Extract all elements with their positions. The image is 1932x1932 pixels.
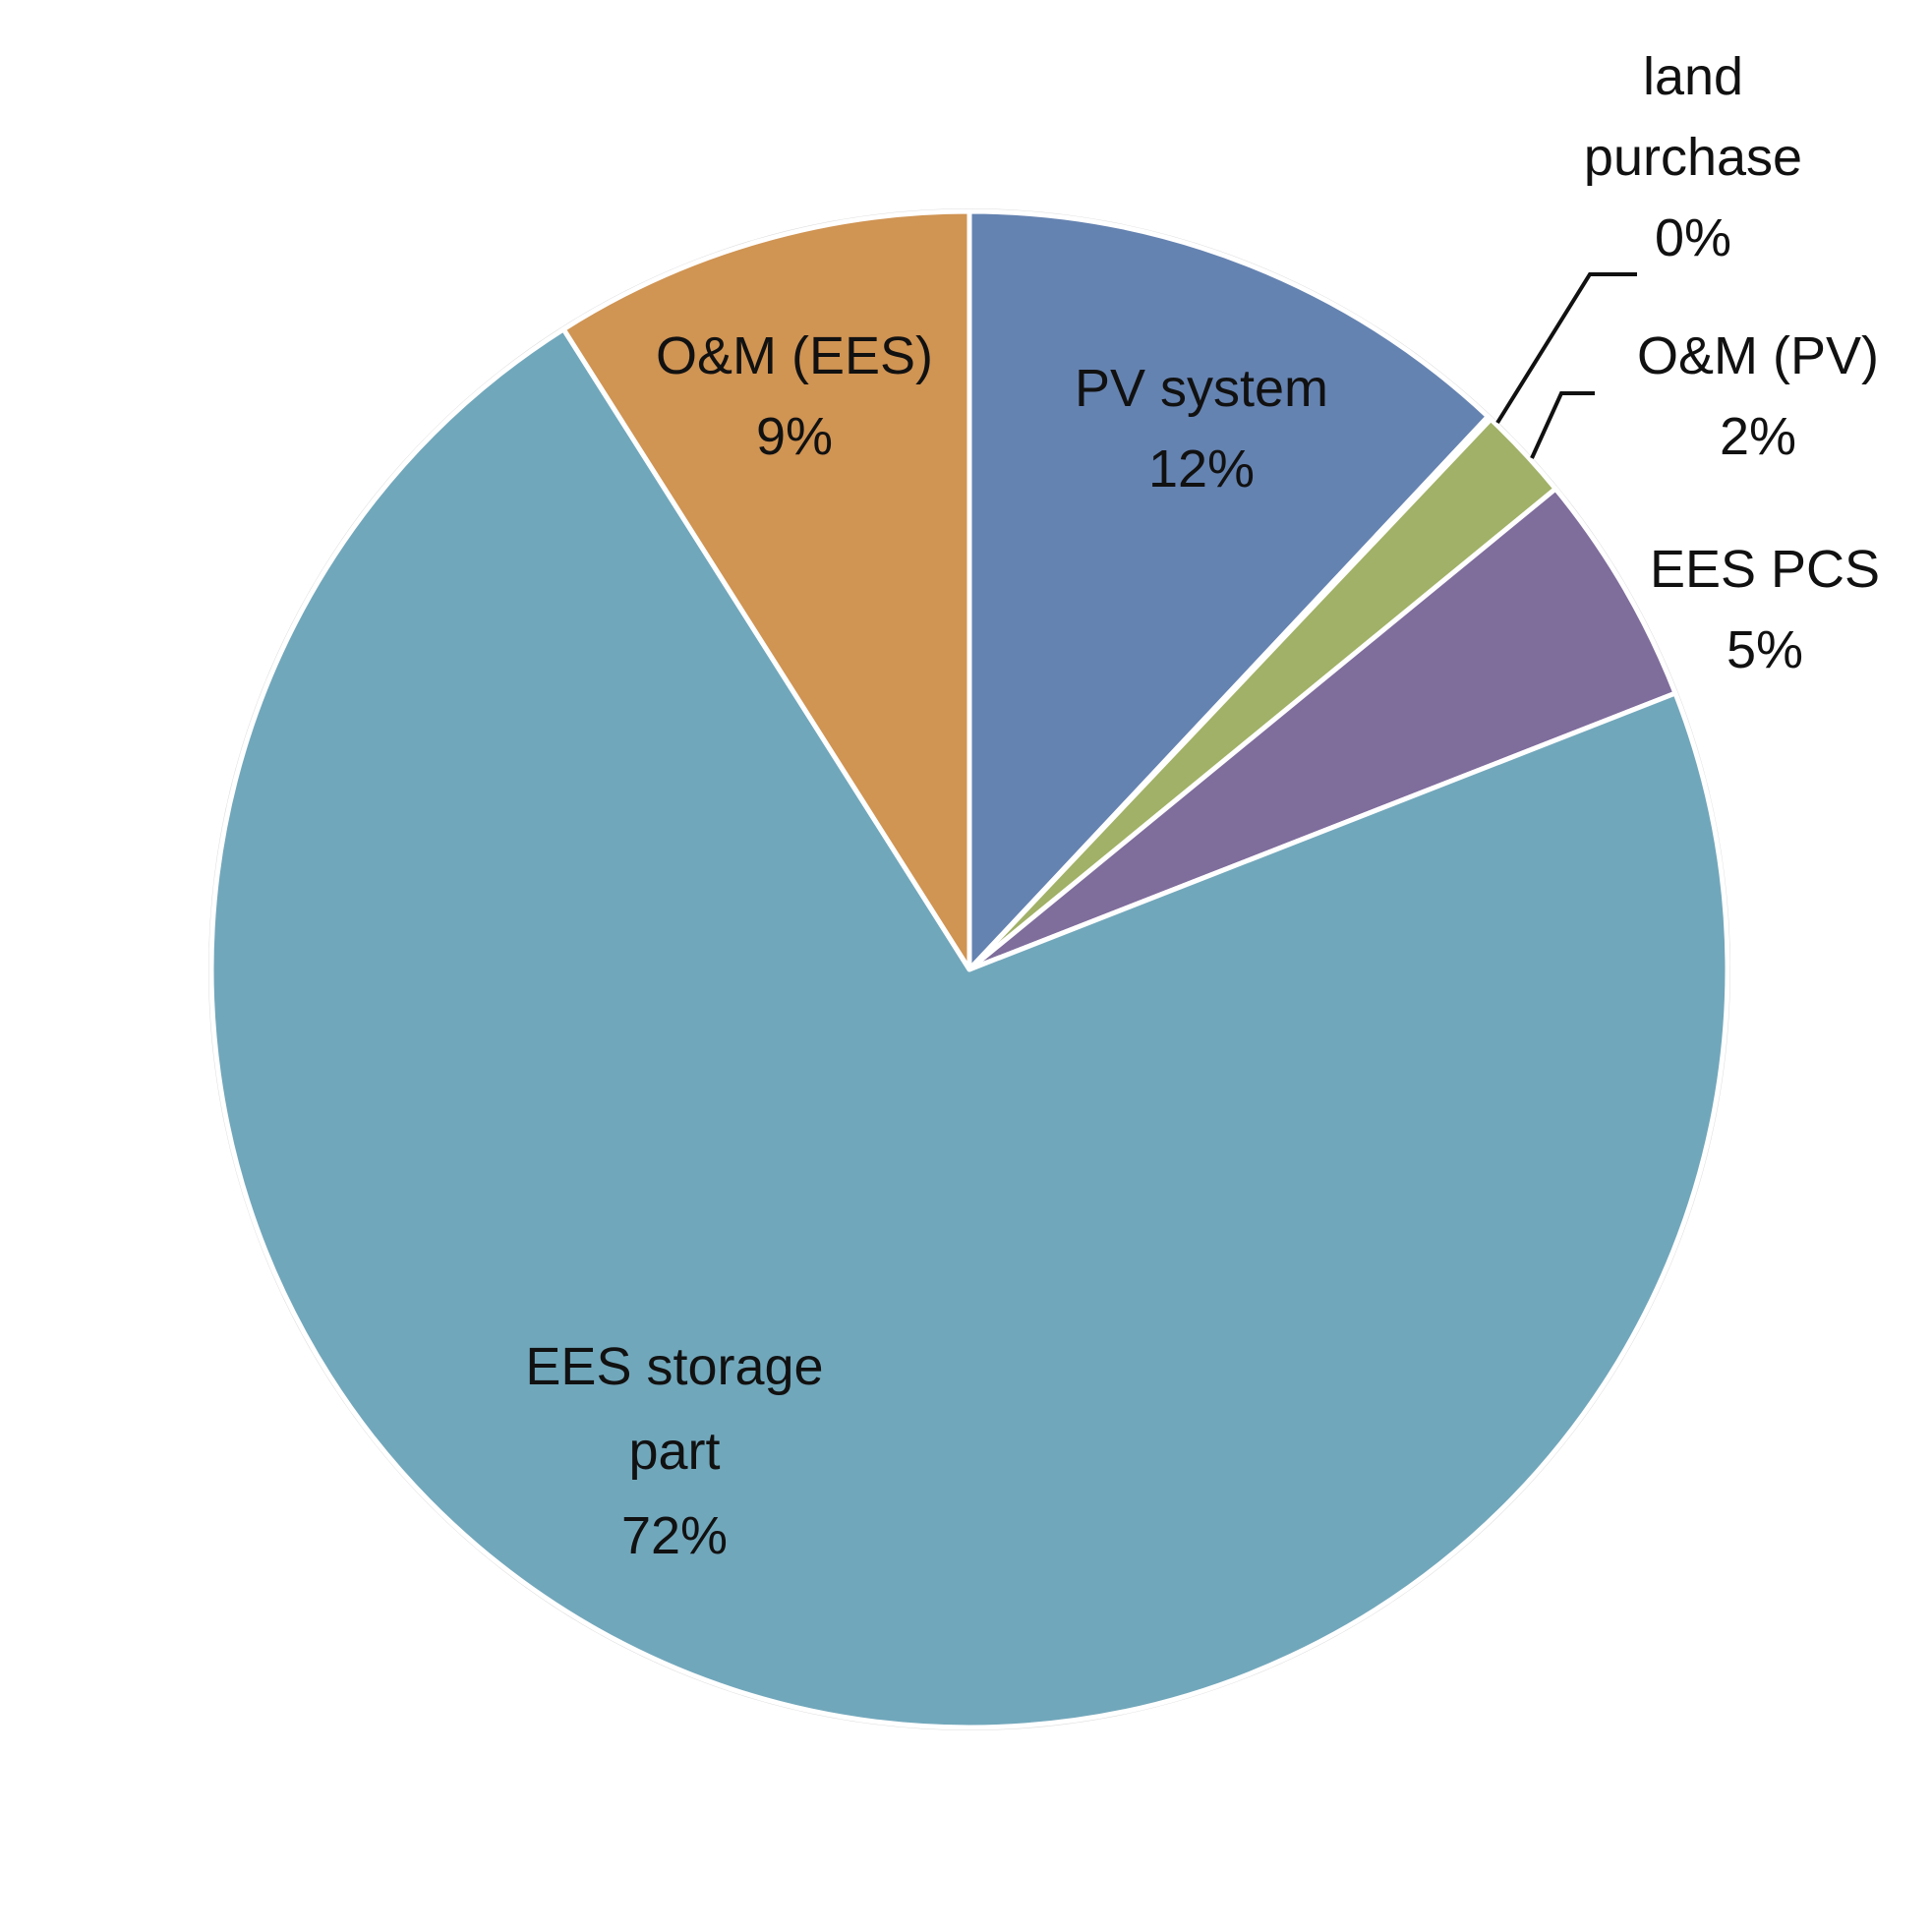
data-label-line: land — [1643, 47, 1743, 106]
data-label-line: 0% — [1655, 208, 1731, 267]
data-label-line: O&M (EES) — [656, 326, 933, 385]
data-label-oandm-ees: O&M (EES) 9% — [656, 326, 933, 466]
data-label-ees-pcs: EES PCS 5% — [1650, 540, 1880, 679]
data-label-line: 2% — [1720, 407, 1796, 466]
pie-slice-pv-system — [966, 208, 1491, 972]
pie-slice-oandm-ees — [560, 208, 972, 972]
data-label-line: part — [628, 1422, 720, 1481]
data-label-line: 9% — [756, 407, 833, 466]
data-label-line: 5% — [1727, 620, 1803, 679]
leader-line-oandm-pv — [1530, 391, 1595, 459]
data-label-oandm-pv: O&M (PV) 2% — [1637, 326, 1879, 466]
data-label-line: purchase — [1584, 128, 1802, 187]
data-label-line: PV system — [1075, 359, 1328, 418]
pie-slice-ees-storage-part — [208, 326, 1730, 1730]
data-label-line: O&M (PV) — [1637, 326, 1879, 385]
data-label-pv-system: PV system 12% — [1075, 359, 1328, 498]
data-label-land-purchase: land purchase 0% — [1584, 47, 1802, 267]
slice-labels: PV system 12% land purchase 0% O&M (PV) 2% EES … — [525, 47, 1880, 1565]
data-label-line: EES PCS — [1650, 540, 1880, 599]
data-label-line: 72% — [621, 1506, 728, 1565]
data-label-line: EES storage — [525, 1337, 823, 1396]
data-label-line: 12% — [1148, 439, 1255, 498]
pie-slices — [208, 208, 1730, 1730]
pie-slice-ees-pcs — [966, 486, 1678, 972]
data-label-ees-storage-part: EES storage part 72% — [525, 1337, 823, 1565]
leader-lines — [1495, 272, 1637, 459]
leader-line-land-purchase — [1495, 272, 1637, 425]
